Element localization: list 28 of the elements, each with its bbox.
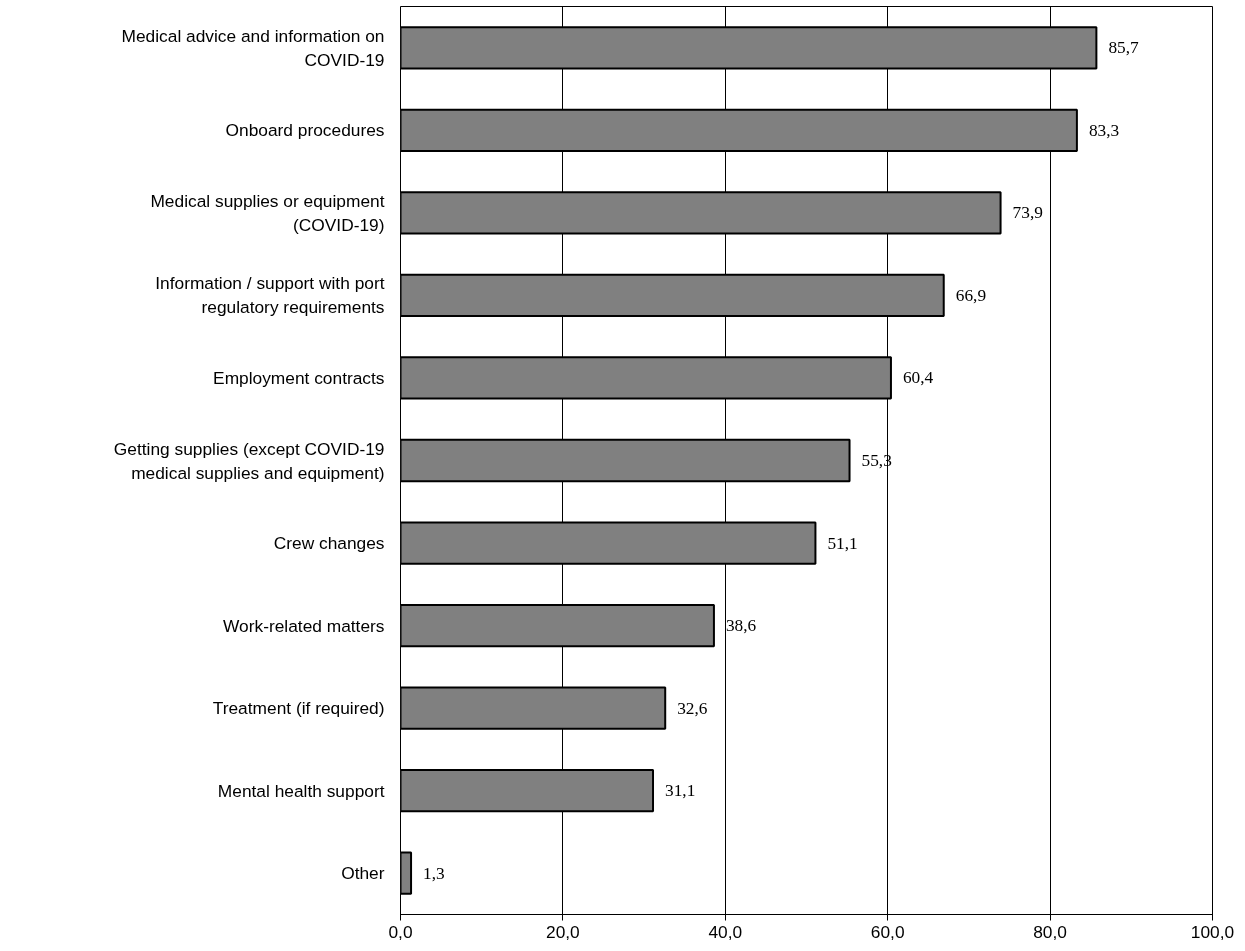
data-label: 66,9 — [955, 285, 987, 305]
x-tick-label: 80,0 — [1033, 921, 1067, 942]
data-label: 51,1 — [827, 533, 858, 553]
data-label: 32,6 — [677, 698, 708, 718]
y-tick-label: Medical supplies or equipment (COVID-19) — [150, 190, 385, 235]
y-tick-label: Information / support with port regulatory requirements — [155, 273, 385, 318]
data-label: 60,4 — [902, 368, 934, 388]
x-tick-label: 100,0 — [1190, 921, 1235, 942]
y-tick-label: Other — [341, 863, 385, 884]
y-tick-label: Employment contracts — [213, 367, 385, 388]
data-label: 85,7 — [1108, 38, 1140, 58]
data-label: 83,3 — [1088, 120, 1120, 140]
data-label: 1,3 — [423, 863, 445, 883]
y-tick-label: Treatment (if required) — [212, 698, 385, 719]
y-tick-label: Getting supplies (except COVID-19 medical supplies and equipment) — [113, 438, 385, 483]
data-label: 31,1 — [665, 781, 696, 801]
y-tick-label: Mental health support — [217, 780, 385, 801]
y-tick-label: Crew changes — [273, 533, 385, 554]
y-tick-label: Medical advice and information on COVID-19 — [121, 25, 385, 70]
data-label: 73,9 — [1012, 203, 1043, 223]
x-tick-label: 60,0 — [870, 921, 905, 942]
x-tick-label: 40,0 — [708, 921, 743, 942]
y-tick-label: Onboard procedures — [225, 120, 385, 141]
data-label: 38,6 — [725, 616, 757, 636]
x-tick-label: 0,0 — [388, 921, 413, 942]
bar — [400, 851, 413, 895]
y-tick-label: Work-related matters — [223, 615, 385, 636]
x-tick-label: 20,0 — [546, 921, 580, 942]
